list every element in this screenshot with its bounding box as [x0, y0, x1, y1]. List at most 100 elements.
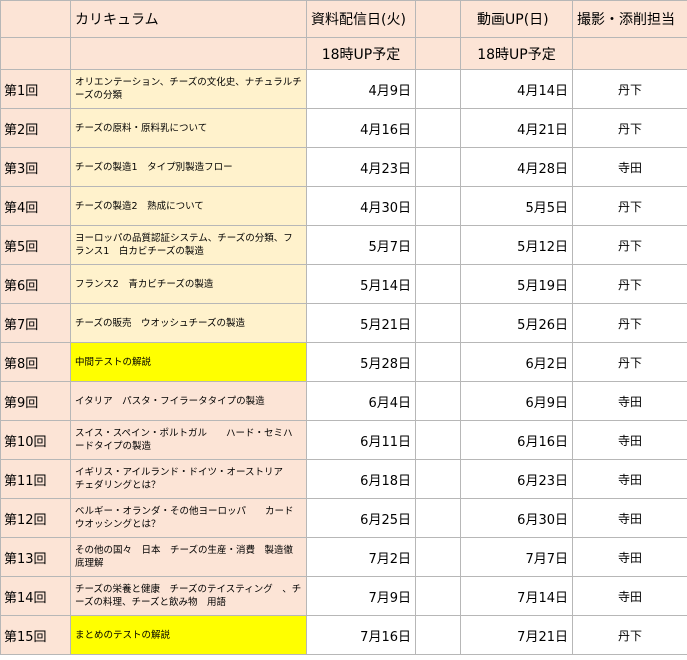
- cell: [415, 147, 461, 187]
- cell: [415, 498, 461, 538]
- curriculum-title: チーズの栄養と健康 チーズのテイスティング 、チーズの料理、チーズと飲み物 用語: [70, 576, 307, 616]
- cell: [415, 381, 461, 421]
- curriculum-title: スイス・スペイン・ポルトガル ハード・セミハードタイプの製造: [70, 420, 307, 460]
- delivery-date: 7月16日: [306, 615, 416, 655]
- session-number: 第3回: [0, 147, 71, 187]
- cell: [0, 37, 71, 70]
- curriculum-title: ベルギー・オランダ・その他ヨーロッパ カードウオッシングとは？: [70, 498, 307, 538]
- video-date: 4月21日: [460, 108, 573, 148]
- curriculum-title: オリエンテーション、チーズの文化史、ナチュラルチーズの分類: [70, 69, 307, 109]
- staff: 寺田: [572, 381, 687, 421]
- cell: [415, 615, 461, 655]
- delivery-date: 5月28日: [306, 342, 416, 382]
- cell: [572, 37, 687, 70]
- video-date: 6月23日: [460, 459, 573, 499]
- session-number: 第13回: [0, 537, 71, 577]
- subheader-cell: 18時UP予定: [460, 37, 573, 70]
- session-number: 第4回: [0, 186, 71, 226]
- video-date: 6月9日: [460, 381, 573, 421]
- header-cell: 資料配信日(火): [306, 0, 416, 38]
- curriculum-title: イギリス・アイルランド・ドイツ・オーストリア チェダリングとは？: [70, 459, 307, 499]
- staff: 丹下: [572, 186, 687, 226]
- video-date: 4月14日: [460, 69, 573, 109]
- staff: 寺田: [572, 537, 687, 577]
- cell: [415, 420, 461, 460]
- video-date: 7月21日: [460, 615, 573, 655]
- curriculum-title: チーズの製造2 熟成について: [70, 186, 307, 226]
- session-number: 第9回: [0, 381, 71, 421]
- curriculum-title: その他の国々 日本 チーズの生産・消費 製造徹底理解: [70, 537, 307, 577]
- curriculum-title: チーズの販売 ウオッシュチーズの製造: [70, 303, 307, 343]
- data-row: 第5回 ヨーロッパの品質認証システム、チーズの分類、フランス1 白カビチーズの製造…: [0, 225, 687, 265]
- video-date: 5月26日: [460, 303, 573, 343]
- delivery-date: 6月25日: [306, 498, 416, 538]
- data-row: 第2回 チーズの原料・原料乳について 4月16日 4月21日 丹下: [0, 108, 687, 148]
- cell: [415, 342, 461, 382]
- staff: 丹下: [572, 225, 687, 265]
- session-number: 第2回: [0, 108, 71, 148]
- staff: 寺田: [572, 498, 687, 538]
- video-date: 5月5日: [460, 186, 573, 226]
- cell: [415, 264, 461, 304]
- curriculum-title: まとめのテストの解説: [70, 615, 307, 655]
- delivery-date: 5月21日: [306, 303, 416, 343]
- curriculum-title: フランス2 青カビチーズの製造: [70, 264, 307, 304]
- header-cell: 撮影・添削担当: [572, 0, 687, 38]
- cell: [415, 108, 461, 148]
- curriculum-title: チーズの原料・原料乳について: [70, 108, 307, 148]
- cell: [0, 0, 71, 38]
- data-row: 第10回 スイス・スペイン・ポルトガル ハード・セミハードタイプの製造 6月11日 6…: [0, 420, 687, 460]
- session-number: 第11回: [0, 459, 71, 499]
- data-row: 第4回 チーズの製造2 熟成について 4月30日 5月5日 丹下: [0, 186, 687, 226]
- cell: [415, 459, 461, 499]
- curriculum-title: ヨーロッパの品質認証システム、チーズの分類、フランス1 白カビチーズの製造: [70, 225, 307, 265]
- session-number: 第15回: [0, 615, 71, 655]
- cell: [70, 37, 307, 70]
- session-number: 第6回: [0, 264, 71, 304]
- video-date: 6月16日: [460, 420, 573, 460]
- staff: 丹下: [572, 264, 687, 304]
- video-date: 4月28日: [460, 147, 573, 187]
- video-date: 6月2日: [460, 342, 573, 382]
- delivery-date: 4月16日: [306, 108, 416, 148]
- cell: [415, 37, 461, 70]
- staff: 寺田: [572, 420, 687, 460]
- session-number: 第14回: [0, 576, 71, 616]
- delivery-date: 6月4日: [306, 381, 416, 421]
- delivery-date: 6月11日: [306, 420, 416, 460]
- subheader-row: 18時UP予定 18時UP予定: [0, 37, 687, 70]
- session-number: 第10回: [0, 420, 71, 460]
- subheader-cell: 18時UP予定: [306, 37, 416, 70]
- video-date: 7月7日: [460, 537, 573, 577]
- staff: 丹下: [572, 108, 687, 148]
- staff: 丹下: [572, 342, 687, 382]
- cell: [415, 186, 461, 226]
- cell: [415, 537, 461, 577]
- cell: [415, 69, 461, 109]
- data-row: 第14回 チーズの栄養と健康 チーズのテイスティング 、チーズの料理、チーズと飲み…: [0, 576, 687, 616]
- staff: 寺田: [572, 576, 687, 616]
- session-number: 第7回: [0, 303, 71, 343]
- delivery-date: 4月30日: [306, 186, 416, 226]
- curriculum-title: チーズの製造1 タイプ別製造フロー: [70, 147, 307, 187]
- header-cell: 動画UP(日): [460, 0, 573, 38]
- curriculum-title: イタリア パスタ・フイラータタイプの製造: [70, 381, 307, 421]
- video-date: 6月30日: [460, 498, 573, 538]
- data-row: 第15回 まとめのテストの解説 7月16日 7月21日 丹下: [0, 615, 687, 655]
- cell: [415, 0, 461, 38]
- delivery-date: 7月9日: [306, 576, 416, 616]
- cell: [415, 225, 461, 265]
- data-row: 第11回 イギリス・アイルランド・ドイツ・オーストリア チェダリングとは？ 6月18…: [0, 459, 687, 499]
- staff: 丹下: [572, 615, 687, 655]
- data-row: 第8回 中間テストの解説 5月28日 6月2日 丹下: [0, 342, 687, 382]
- delivery-date: 5月14日: [306, 264, 416, 304]
- data-row: 第12回 ベルギー・オランダ・その他ヨーロッパ カードウオッシングとは？ 6月25日…: [0, 498, 687, 538]
- header-cell: カリキュラム: [70, 0, 307, 38]
- curriculum-title: 中間テストの解説: [70, 342, 307, 382]
- video-date: 7月14日: [460, 576, 573, 616]
- data-row: 第3回 チーズの製造1 タイプ別製造フロー 4月23日 4月28日 寺田: [0, 147, 687, 187]
- staff: 寺田: [572, 147, 687, 187]
- session-number: 第8回: [0, 342, 71, 382]
